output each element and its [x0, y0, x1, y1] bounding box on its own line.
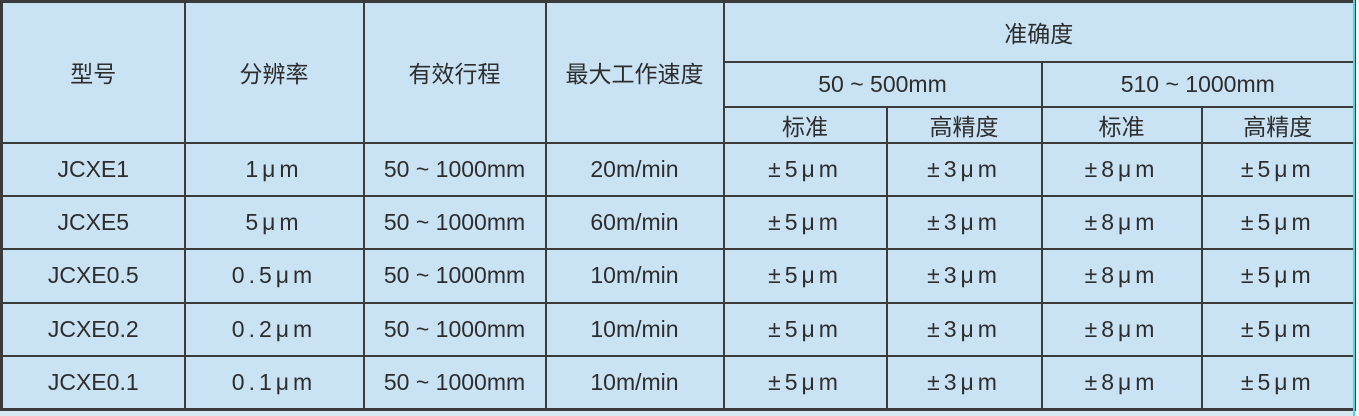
accuracy-std-large-cell: ±8μm [1040, 301, 1203, 358]
accuracy-high-small-cell: ±3μm [885, 301, 1043, 358]
accuracy-high-small-cell: ±3μm [885, 141, 1043, 197]
header-row-1: 型号 分辨率 有效行程 最大工作速度 准确度 [0, 0, 1356, 144]
accuracy-high-large-cell: ±5μm [1200, 355, 1356, 411]
model-cell: JCXE5 [0, 194, 186, 251]
header-row-2: 50 ~ 500mm 510 ~ 1000mm [2, 60, 1356, 108]
travel-cell: 50 ~ 1000mm [362, 301, 547, 358]
speed-cell: 20m/min [544, 141, 725, 197]
table-bottom-edge [0, 411, 1353, 416]
accuracy-high-large-cell: ±5μm [1200, 301, 1356, 358]
spec-row-jcxe0-2: JCXE0.2 0.2μm 50 ~ 1000mm 10m/min ±5μm ±… [0, 301, 1356, 358]
resolution-cell: 0.1μm [183, 355, 365, 411]
accuracy-high-large-cell: ±5μm [1200, 194, 1356, 251]
header-model: 型号 [0, 0, 186, 144]
model-cell: JCXE0.1 [0, 355, 186, 411]
spec-row-jcxe5: JCXE5 5μm 50 ~ 1000mm 60m/min ±5μm ±3μm … [0, 194, 1356, 251]
accuracy-std-large-cell: ±8μm [1040, 355, 1203, 411]
speed-cell: 60m/min [544, 194, 725, 251]
spec-row-jcxe0-5: JCXE0.5 0.5μm 50 ~ 1000mm 10m/min ±5μm ±… [0, 248, 1356, 304]
accuracy-high-large-cell: ±5μm [1200, 141, 1356, 197]
accuracy-high-small-cell: ±3μm [885, 355, 1043, 411]
spec-row-jcxe0-1: JCXE0.1 0.1μm 50 ~ 1000mm 10m/min ±5μm ±… [0, 355, 1356, 411]
header-travel: 有效行程 [362, 0, 547, 144]
speed-cell: 10m/min [544, 248, 725, 304]
accuracy-std-small-cell: ±5μm [722, 141, 888, 197]
header-standard-2: 标准 [1040, 105, 1203, 144]
header-standard-1: 标准 [722, 105, 888, 144]
travel-cell: 50 ~ 1000mm [362, 194, 547, 251]
accuracy-high-small-cell: ±3μm [885, 248, 1043, 304]
accuracy-std-small-cell: ±5μm [722, 194, 888, 251]
travel-cell: 50 ~ 1000mm [362, 141, 547, 197]
table-body: JCXE1 1μm 50 ~ 1000mm 20m/min ±5μm ±3μm … [0, 141, 1356, 411]
resolution-cell: 0.2μm [183, 301, 365, 358]
header-max-speed: 最大工作速度 [544, 0, 725, 144]
accuracy-high-large-cell: ±5μm [1200, 248, 1356, 304]
resolution-cell: 1μm [183, 141, 365, 197]
header-resolution: 分辨率 [183, 0, 365, 144]
header-high-precision-1: 高精度 [885, 105, 1043, 144]
header-accuracy: 准确度 [722, 0, 1356, 63]
accuracy-std-large-cell: ±8μm [1040, 141, 1203, 197]
travel-cell: 50 ~ 1000mm [362, 248, 547, 304]
table-header: 型号 分辨率 有效行程 最大工作速度 准确度 50 ~ 500mm 510 ~ … [0, 0, 1356, 144]
accuracy-std-large-cell: ±8μm [1040, 194, 1203, 251]
header-range-50-500: 50 ~ 500mm [722, 60, 1043, 108]
accuracy-high-small-cell: ±3μm [885, 194, 1043, 251]
spec-row-jcxe1: JCXE1 1μm 50 ~ 1000mm 20m/min ±5μm ±3μm … [0, 141, 1356, 197]
model-cell: JCXE0.5 [0, 248, 186, 304]
accuracy-std-small-cell: ±5μm [722, 248, 888, 304]
model-cell: JCXE1 [0, 141, 186, 197]
accuracy-std-small-cell: ±5μm [722, 301, 888, 358]
speed-cell: 10m/min [544, 301, 725, 358]
table-edge-highlight [1353, 0, 1355, 416]
model-cell: JCXE0.2 [0, 301, 186, 358]
travel-cell: 50 ~ 1000mm [362, 355, 547, 411]
header-row-3: 标准 高精度 标准 高精度 [2, 105, 1356, 144]
resolution-cell: 0.5μm [183, 248, 365, 304]
speed-cell: 10m/min [544, 355, 725, 411]
accuracy-std-large-cell: ±8μm [1040, 248, 1203, 304]
header-high-precision-2: 高精度 [1200, 105, 1356, 144]
header-range-510-1000: 510 ~ 1000mm [1040, 60, 1356, 108]
resolution-cell: 5μm [183, 194, 365, 251]
accuracy-std-small-cell: ±5μm [722, 355, 888, 411]
